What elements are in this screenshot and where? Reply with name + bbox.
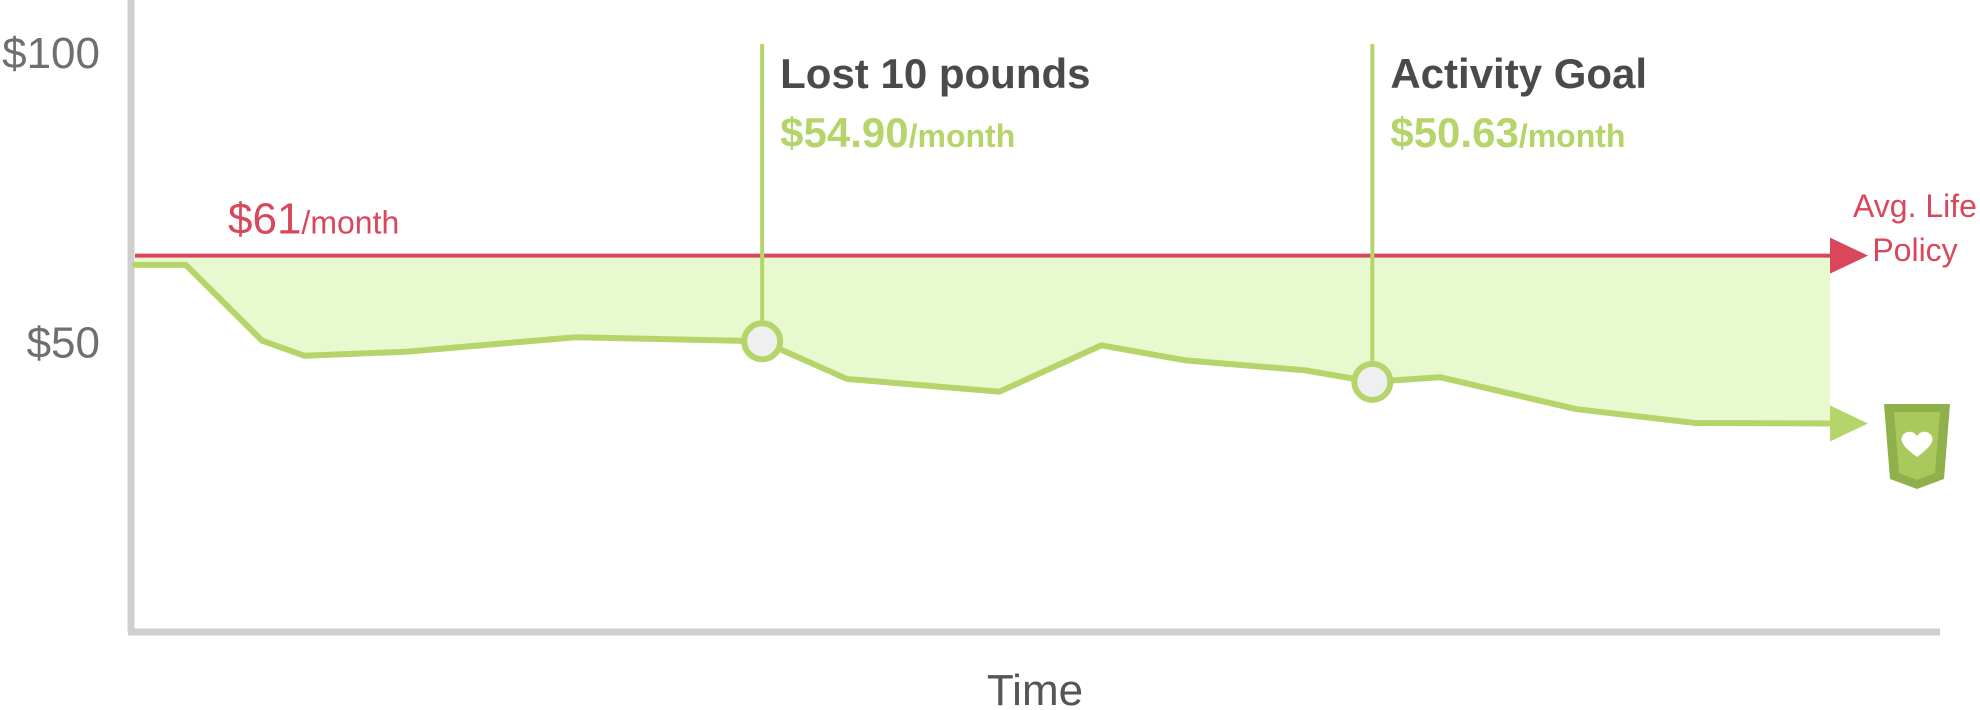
savings-area	[135, 255, 1830, 424]
annotation-point	[741, 320, 784, 363]
series-line-group	[132, 261, 1868, 442]
reference-label-line1: Avg. Life	[1853, 188, 1977, 224]
reference-arrow-icon	[1830, 237, 1868, 274]
heart-shield-icon	[1884, 404, 1950, 489]
annotation-point	[1351, 360, 1394, 403]
annotation-price: $54.90/month	[780, 109, 1015, 156]
annotation-price: $50.63/month	[1390, 109, 1625, 156]
annotation-title: Lost 10 pounds	[780, 50, 1090, 97]
series-line	[132, 261, 1833, 427]
reference-label-line2: Policy	[1872, 232, 1957, 268]
y-ticks: $100 $50	[2, 29, 100, 368]
y-tick-label: $50	[27, 318, 100, 367]
annotation-lines	[760, 44, 1375, 382]
annotation-points	[741, 320, 1394, 403]
savings-area-fill	[135, 255, 1830, 424]
y-tick-label: $100	[2, 29, 100, 78]
reference-price-label: $61/month	[228, 195, 399, 244]
x-axis-title: Time	[987, 666, 1083, 710]
axes	[127, 0, 1940, 636]
annotation-labels: Lost 10 pounds $54.90/month Activity Goal $…	[780, 50, 1647, 156]
reference-line-group: $61/month Avg. Life Policy	[135, 188, 1977, 274]
series-arrow-icon	[1830, 405, 1868, 442]
annotation-title: Activity Goal	[1390, 50, 1647, 97]
